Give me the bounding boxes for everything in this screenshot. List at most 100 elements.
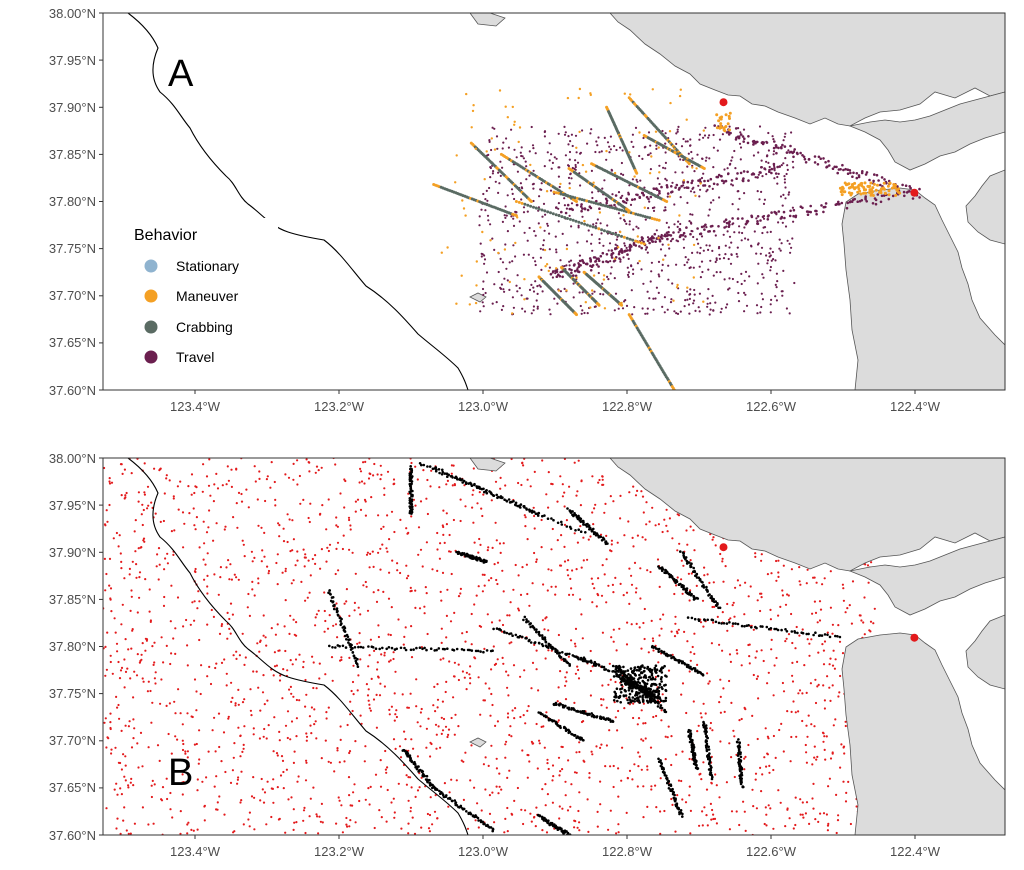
background-point xyxy=(230,578,233,581)
background-point xyxy=(545,711,548,714)
presence-point xyxy=(692,566,695,570)
background-point xyxy=(319,820,322,823)
background-point xyxy=(406,706,409,709)
background-point xyxy=(816,685,819,688)
travel-point xyxy=(679,222,682,226)
presence-point xyxy=(446,475,449,479)
background-point xyxy=(260,560,263,563)
background-point xyxy=(137,547,140,550)
background-point xyxy=(362,461,365,464)
background-point xyxy=(697,724,700,727)
travel-point xyxy=(708,244,711,247)
background-point xyxy=(870,561,873,564)
maneuver-point xyxy=(465,92,468,96)
background-point xyxy=(237,491,241,494)
background-point xyxy=(425,746,428,749)
background-point xyxy=(601,478,604,481)
background-point xyxy=(512,664,516,667)
travel-point xyxy=(536,292,539,295)
travel-point xyxy=(686,165,689,168)
travel-point xyxy=(519,151,522,154)
travel-point xyxy=(714,260,717,264)
background-point xyxy=(220,623,224,626)
travel-point xyxy=(651,206,655,210)
maneuver-point xyxy=(603,307,607,310)
background-point xyxy=(519,675,522,678)
maneuver-point xyxy=(635,171,639,175)
background-point xyxy=(677,628,680,631)
presence-point xyxy=(579,530,583,533)
background-point xyxy=(760,559,763,562)
travel-point xyxy=(601,260,605,264)
background-point xyxy=(138,596,141,599)
background-point xyxy=(359,714,362,717)
maneuver-point xyxy=(464,214,467,217)
travel-point xyxy=(770,171,773,175)
travel-point xyxy=(491,172,494,175)
travel-point xyxy=(708,134,711,137)
travel-point xyxy=(596,144,599,147)
background-point xyxy=(417,526,421,529)
presence-point xyxy=(464,481,468,484)
background-point xyxy=(702,625,705,628)
background-point xyxy=(576,490,579,493)
travel-point xyxy=(833,165,836,169)
background-point xyxy=(808,642,811,645)
background-point xyxy=(125,491,128,495)
background-point xyxy=(374,773,378,776)
background-point xyxy=(469,779,472,782)
travel-point xyxy=(649,168,653,171)
background-point xyxy=(190,828,193,832)
travel-point xyxy=(625,198,629,202)
background-point xyxy=(343,760,346,763)
background-point xyxy=(646,805,649,809)
background-point xyxy=(146,690,149,693)
travel-point xyxy=(500,308,503,311)
travel-point xyxy=(774,172,778,175)
travel-point xyxy=(639,179,642,182)
travel-point xyxy=(747,179,750,182)
travel-point xyxy=(709,308,712,311)
background-point xyxy=(120,768,123,771)
travel-point xyxy=(871,202,875,205)
background-point xyxy=(429,741,432,744)
travel-point xyxy=(484,209,487,212)
travel-point xyxy=(730,241,733,244)
background-point xyxy=(699,712,702,715)
background-point xyxy=(551,483,554,486)
background-point xyxy=(453,733,456,736)
background-point xyxy=(835,831,838,835)
background-point xyxy=(644,538,647,541)
travel-point xyxy=(673,203,676,206)
background-point xyxy=(263,791,267,794)
background-point xyxy=(162,519,165,523)
background-point xyxy=(610,543,613,546)
background-point xyxy=(806,735,809,738)
background-point xyxy=(543,628,546,631)
travel-point xyxy=(689,144,692,147)
background-point xyxy=(273,665,277,668)
travel-point xyxy=(757,242,760,245)
background-point xyxy=(685,711,688,715)
travel-point xyxy=(768,168,771,172)
travel-point xyxy=(498,182,501,185)
maneuver-point xyxy=(597,303,601,307)
travel-point xyxy=(649,280,652,283)
background-point xyxy=(260,777,263,781)
background-point xyxy=(303,565,306,568)
travel-point xyxy=(504,243,507,246)
maneuver-point xyxy=(513,123,516,127)
presence-point xyxy=(477,557,480,560)
crabbing-point xyxy=(617,233,621,237)
travel-point xyxy=(760,292,763,295)
travel-point xyxy=(591,249,594,252)
background-point xyxy=(293,633,296,636)
travel-point xyxy=(756,176,759,179)
travel-point xyxy=(837,168,841,171)
background-point xyxy=(122,753,125,756)
background-point xyxy=(449,620,453,623)
background-point xyxy=(559,475,562,478)
maneuver-point xyxy=(514,200,518,203)
background-point xyxy=(445,523,448,526)
background-point xyxy=(700,778,703,781)
